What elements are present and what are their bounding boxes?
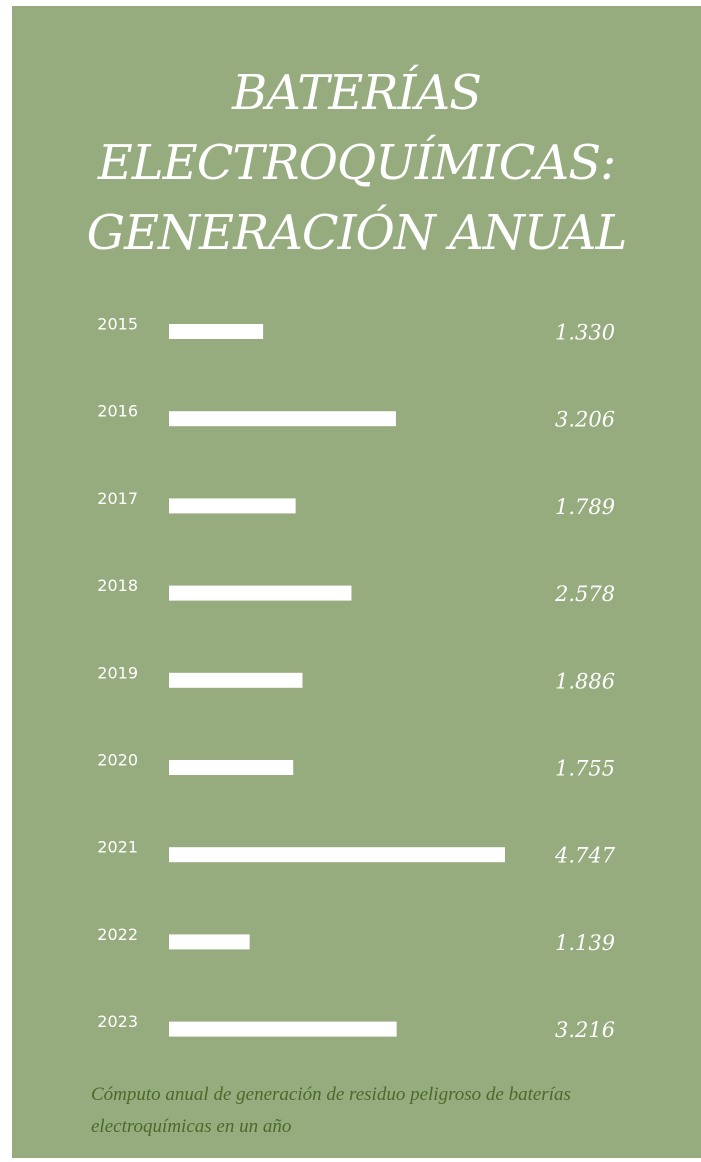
value-label: 3.206 — [555, 408, 615, 432]
value-label: 3.216 — [555, 1018, 615, 1042]
value-label: 1.755 — [555, 757, 615, 781]
year-label: 2016 — [97, 402, 138, 421]
year-label: 2021 — [97, 838, 138, 857]
value-label: 1.789 — [555, 495, 615, 519]
value-label: 1.139 — [555, 931, 615, 955]
bar — [169, 672, 303, 688]
year-label: 2022 — [97, 925, 138, 944]
bar — [169, 411, 396, 427]
year-label: 2017 — [97, 489, 138, 508]
bar — [169, 934, 250, 950]
chart-title: BATERÍAS ELECTROQUÍMICAS: GENERACIÓN ANU… — [12, 58, 701, 268]
year-label: 2018 — [97, 576, 138, 595]
value-label: 1.886 — [555, 669, 615, 693]
year-label: 2015 — [97, 315, 138, 334]
year-label: 2019 — [97, 663, 138, 682]
value-label: 2.578 — [554, 582, 615, 606]
bar — [169, 324, 264, 339]
bar — [169, 1021, 397, 1037]
value-label: 4.747 — [554, 844, 616, 868]
chart-caption: Cómputo anual de generación de residuo p… — [91, 1084, 571, 1137]
bar — [169, 847, 505, 863]
title-line-2: ELECTROQUÍMICAS: — [97, 135, 617, 191]
year-label: 2023 — [97, 1012, 138, 1031]
bar — [169, 585, 352, 601]
title-line-1: BATERÍAS — [231, 65, 482, 121]
bar-chart: 2015 1.330 2016 3.206 2017 1.789 2018 2.578 2019… — [97, 315, 616, 1043]
bar — [169, 760, 294, 775]
year-label: 2020 — [97, 751, 138, 770]
value-label: 1.330 — [555, 321, 615, 345]
bar — [169, 498, 296, 514]
title-line-3: GENERACIÓN ANUAL — [86, 205, 628, 261]
chart-card: BATERÍAS ELECTROQUÍMICAS: GENERACIÓN ANU… — [12, 6, 701, 1158]
